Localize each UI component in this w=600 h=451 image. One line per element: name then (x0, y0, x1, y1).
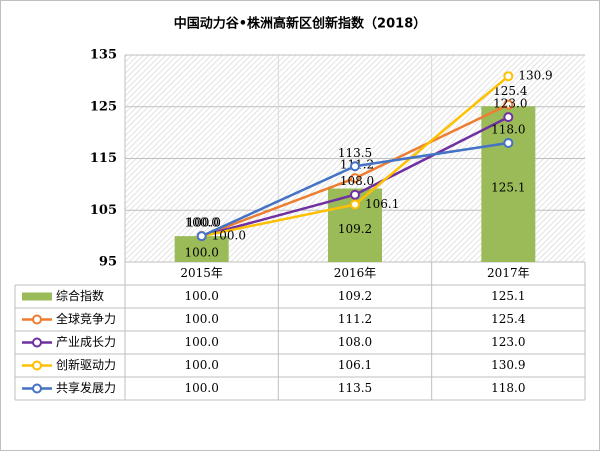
table-cell: 118.0 (491, 381, 525, 395)
marker (196, 231, 207, 242)
legend-label: 创新驱动力 (56, 357, 116, 372)
data-label: 130.9 (518, 69, 552, 83)
legend-key (32, 314, 42, 325)
marker (503, 112, 514, 123)
marker (350, 199, 360, 210)
table-cell: 125.4 (491, 312, 526, 326)
marker (350, 189, 360, 200)
marker (503, 137, 514, 148)
data-label: 118.0 (491, 122, 525, 136)
y-tick-label: 135 (90, 48, 117, 63)
table-cell: 108.0 (338, 335, 372, 349)
legend-label: 产业成长力 (56, 335, 116, 349)
marker (503, 99, 514, 110)
legend-label: 全球竞争力 (56, 311, 116, 326)
data-label: 100.0 (184, 246, 218, 260)
x-tick-label: 2016年 (334, 266, 377, 280)
legend-label: 共享发展力 (56, 380, 116, 395)
table-cell: 100.0 (184, 381, 218, 395)
legend-key (32, 360, 42, 371)
table-cell: 123.0 (491, 335, 525, 349)
data-label: 125.4 (493, 84, 528, 98)
legend-label: 综合指数 (56, 288, 104, 303)
x-tick-label: 2015年 (180, 266, 223, 280)
table-cell: 111.2 (338, 312, 372, 326)
y-tick-label: 105 (90, 203, 117, 218)
data-label: 109.2 (338, 222, 372, 236)
table-cell: 100.0 (184, 289, 218, 303)
data-label: 125.1 (491, 181, 525, 195)
chart-title: 中国动力谷•株洲高新区创新指数（2018） (174, 16, 427, 32)
marker (350, 161, 360, 172)
x-tick-label: 2017年 (487, 266, 530, 280)
data-label: 100.0 (184, 216, 218, 230)
bar (481, 106, 536, 262)
data-label: 123.0 (493, 97, 527, 111)
legend-key (22, 292, 52, 301)
data-label: 108.0 (340, 174, 374, 188)
data-label: 100.0 (212, 229, 246, 243)
table-cell: 106.1 (338, 358, 372, 372)
table-cell: 100.0 (184, 335, 218, 349)
legend-key (32, 337, 42, 348)
table-cell: 130.9 (491, 358, 525, 372)
y-tick-label: 115 (90, 151, 117, 166)
table-cell: 113.5 (338, 381, 372, 395)
table-cell: 100.0 (184, 358, 218, 372)
marker (350, 173, 360, 184)
legend-key (32, 383, 42, 394)
y-tick-label: 95 (99, 255, 117, 270)
data-label: 106.1 (365, 197, 399, 211)
table-cell: 100.0 (184, 312, 218, 326)
y-tick-label: 125 (90, 99, 117, 114)
marker (503, 71, 514, 82)
data-label: 113.5 (338, 146, 372, 160)
table-cell: 125.1 (491, 289, 525, 303)
data-label: 100.0 (186, 216, 220, 230)
table-cell: 109.2 (338, 289, 372, 303)
data-label: 100.0 (186, 216, 220, 230)
